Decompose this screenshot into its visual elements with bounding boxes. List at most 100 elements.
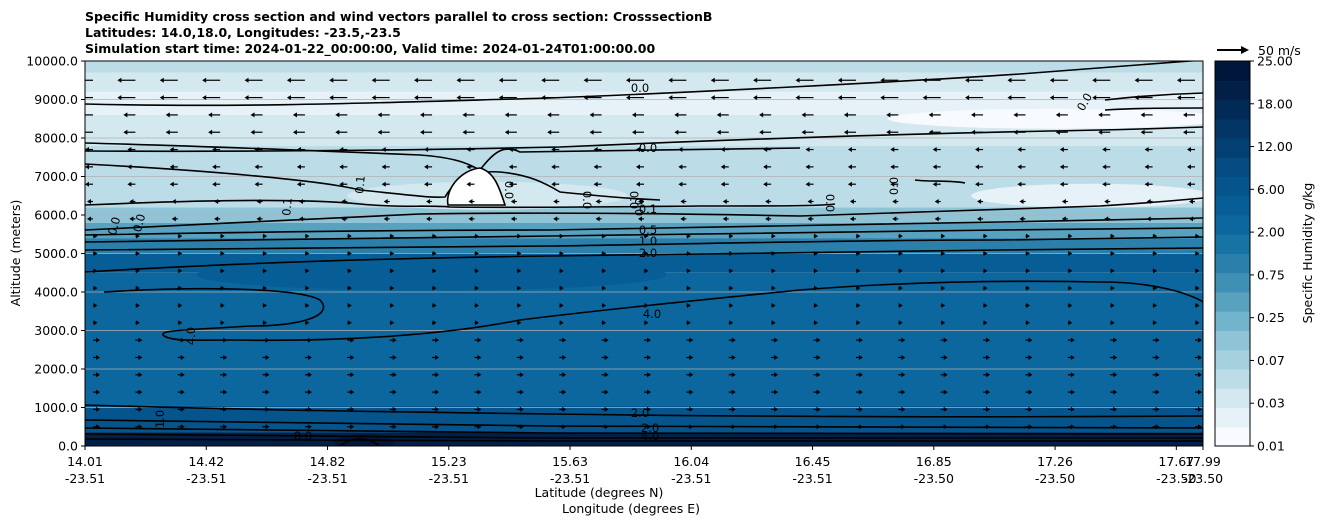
wind-arrowhead [263,285,268,291]
wind-arrowhead [1025,285,1030,291]
wind-arrowhead [729,251,734,256]
wind-arrowhead [816,372,821,378]
wind-arrowhead [1113,337,1118,343]
wind-arrowhead [1092,95,1097,101]
wind-arrowhead [774,406,779,412]
wind-arrowhead [593,181,598,187]
wind-arrowhead [347,320,352,326]
x-tick-label-latitude: 17.67 [1158,454,1194,469]
wind-arrowhead [292,112,297,118]
wind-arrowhead [1155,389,1160,395]
wind-arrowhead [305,320,310,326]
y-tick-label: 8000.0 [34,131,78,146]
wind-arrowhead [858,372,863,378]
wind-arrowhead [135,320,140,326]
wind-arrowhead [602,285,607,291]
wind-arrowhead [856,233,861,239]
wind-arrowhead [934,216,939,222]
contour-line [339,438,381,446]
wind-arrowhead [1140,112,1145,118]
wind-arrowhead [223,389,228,395]
wind-arrowhead [898,320,903,326]
wind-arrowhead [96,372,100,378]
wind-arrowhead [178,268,183,274]
colorbar-tick-label: 0.01 [1257,439,1285,454]
wind-arrowhead [85,181,89,187]
wind-arrowhead [1007,95,1012,101]
wind-arrowhead [292,129,297,135]
wind-arrowhead [765,216,770,222]
wind-arrowhead [85,147,89,153]
wind-arrowhead [350,354,355,360]
colorbar-segment [1215,349,1250,370]
wind-arrowhead [689,354,694,360]
wind-arrowhead [722,199,727,205]
x-axis: 14.01 -23.51 14.42 -23.51 14.82 -23.51 15.23 -2… [65,446,1223,486]
wind-arrowhead [668,95,673,101]
wind-arrowhead [847,181,852,187]
wind-arrowhead [892,216,897,222]
wind-arrowhead [890,164,895,170]
wind-arrowhead [223,424,228,430]
wind-arrowhead [814,268,819,274]
wind-arrowhead [1177,77,1181,83]
wind-arrowhead [474,320,479,326]
wind-arrowhead [93,285,98,291]
wind-arrowhead [265,337,270,343]
wind-arrowhead [93,320,98,326]
wind-arrowhead [626,77,630,83]
wind-arrowhead [759,112,764,118]
colorbar: 0.01 0.03 0.07 0.25 0.75 2.00 6.00 12.00 18.00 25… [1214,54,1293,454]
contour-line [85,227,1203,243]
wind-arrowhead [901,424,906,430]
x-axis-label-latitude: Latitude (degrees N) [535,485,664,500]
wind-arrowhead [975,181,980,187]
wind-arrowhead [553,216,558,222]
wind-arrowhead [753,95,758,101]
wind-arrowhead [254,181,259,187]
wind-arrowhead [562,354,567,360]
wind-arrowhead [901,389,906,395]
wind-arrowhead [1102,147,1107,153]
title-line-1: Specific Humidity cross section and wind… [85,9,713,24]
wind-arrowhead [381,181,386,187]
wind-arrowhead [710,95,715,101]
colorbar-tick-label: 12.00 [1257,139,1293,154]
wind-arrowhead [350,337,355,343]
wind-arrowhead [392,337,397,343]
wind-arrowhead [943,372,948,378]
wind-arrowhead [519,424,524,430]
wind-arrowhead [390,268,395,274]
wind-arrowhead [583,77,588,83]
wind-arrowhead [180,337,185,343]
wind-arrowhead [816,424,821,430]
wind-arrowhead [636,164,640,170]
contour-lines [85,61,1203,446]
colorbar-tick-label: 0.25 [1257,310,1285,325]
wind-arrowhead [689,389,694,395]
wind-arrowhead [986,372,991,378]
wind-arrowhead [1007,77,1012,83]
wind-arrowhead [559,320,564,326]
wind-arrowhead [731,389,736,395]
wind-arrowhead [856,268,861,274]
wind-arrowhead [138,354,143,360]
wind-arrowhead [843,112,848,118]
wind-arrowhead [1110,285,1115,291]
wind-arrowhead [1113,406,1118,412]
wind-arrowhead [595,216,600,222]
humidity-band [85,272,1203,406]
wind-arrowhead [1189,199,1193,205]
wind-arrowhead [837,77,842,83]
y-tick-label: 5000.0 [34,246,78,261]
wind-arrowhead [1028,406,1033,412]
wind-arrowhead [986,389,991,395]
wind-arrowhead [462,112,467,118]
wind-arrowhead [626,95,630,101]
wind-arrowhead [420,112,425,118]
contour-label: 0.0 [632,198,646,216]
colorbar-segment [1215,253,1250,274]
y-axis-label: Altitude (meters) [8,200,23,307]
wind-arrowhead [432,320,437,326]
wind-arrowhead [602,268,607,274]
